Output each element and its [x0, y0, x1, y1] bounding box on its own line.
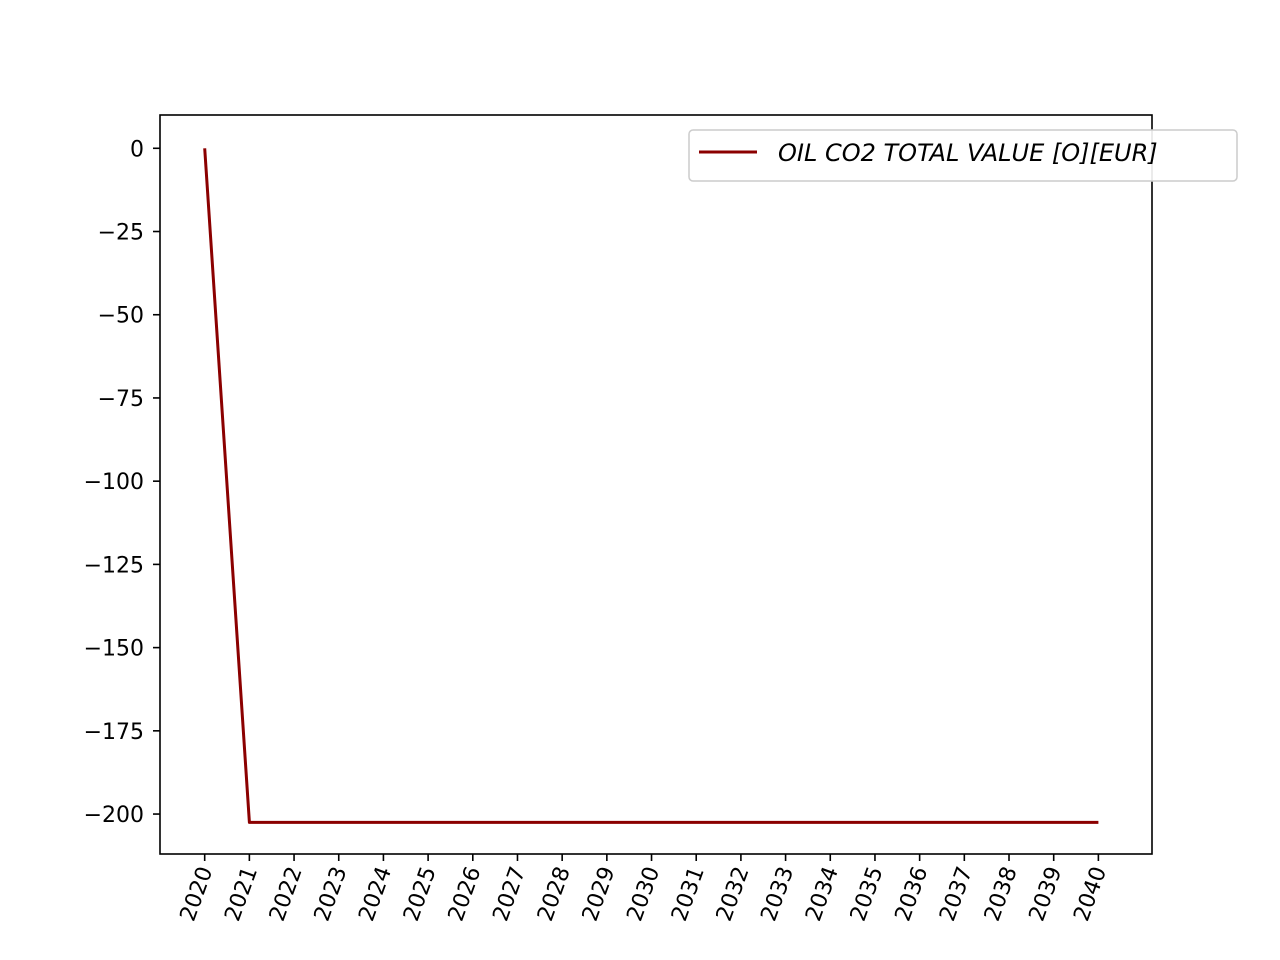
y-tick-label-5: −125	[84, 553, 144, 578]
x-tick-label-9: 2029	[578, 864, 621, 925]
x-tick-label-11: 2031	[667, 864, 710, 925]
y-tick-label-4: −100	[84, 470, 144, 495]
y-tick-label-8: −200	[84, 803, 144, 828]
x-tick-label-16: 2036	[891, 864, 934, 925]
y-tick-label-1: −25	[98, 221, 144, 246]
plot-frame	[159, 114, 1153, 855]
x-tick-label-1: 2021	[220, 864, 263, 925]
legend-box	[688, 129, 1238, 182]
x-tick-label-12: 2032	[712, 864, 755, 925]
plot-area	[160, 115, 1152, 854]
x-tick-label-3: 2023	[310, 864, 353, 925]
y-tick-label-7: −175	[84, 720, 144, 745]
x-tick-label-13: 2033	[757, 864, 800, 925]
y-tick-label-3: −75	[98, 387, 144, 412]
y-tick-label-2: −50	[98, 304, 144, 329]
y-tick-label-0: 0	[130, 137, 144, 162]
x-tick-label-10: 2030	[623, 864, 666, 925]
y-tick-label-6: −150	[84, 637, 144, 662]
x-tick-label-8: 2028	[533, 864, 576, 925]
x-tick-label-14: 2034	[801, 864, 844, 925]
x-tick-label-6: 2026	[444, 864, 487, 925]
x-tick-label-7: 2027	[488, 864, 531, 925]
series-line-0	[203, 148, 1099, 824]
x-tick-label-2: 2022	[265, 864, 308, 925]
legend-label-0: OIL CO2 TOTAL VALUE [O][EUR]	[778, 139, 1158, 167]
y-axis-ticks: 0 −25 −50 −75 −100 −125 −150 −175 −200	[84, 137, 160, 828]
series-layer	[203, 148, 1099, 824]
x-tick-label-17: 2037	[935, 864, 978, 925]
x-tick-label-20: 2040	[1069, 864, 1112, 925]
legend: OIL CO2 TOTAL VALUE [O][EUR]	[688, 129, 1238, 182]
x-tick-label-0: 2020	[176, 864, 219, 925]
x-tick-label-5: 2025	[399, 864, 442, 925]
x-tick-label-4: 2024	[354, 864, 397, 925]
x-tick-label-19: 2039	[1025, 864, 1068, 925]
x-axis-ticks: 2020 2021 2022 2023 2024 2025 2026 2027 2028 2029…	[176, 854, 1112, 925]
x-tick-label-18: 2038	[980, 864, 1023, 925]
x-tick-label-15: 2035	[846, 864, 889, 925]
